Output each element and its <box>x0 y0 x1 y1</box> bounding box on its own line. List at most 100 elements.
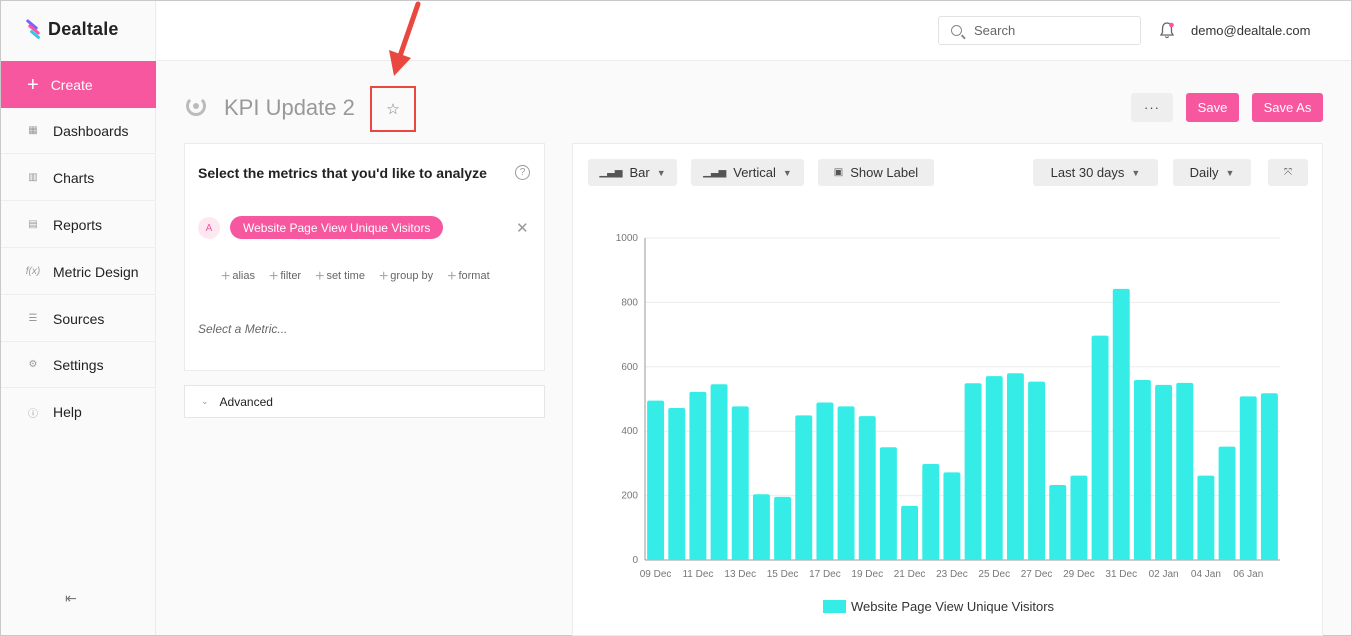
top-bar: demo@dealtale.com <box>157 1 1351 61</box>
x-tick-label: 13 Dec <box>724 569 756 580</box>
sidebar-item-settings[interactable]: ⚙ Settings <box>1 342 156 388</box>
document-icon: ▤ <box>28 219 38 230</box>
chart-bar <box>795 415 813 560</box>
unlink-button[interactable]: ⤧ <box>1268 159 1308 186</box>
y-tick-label: 800 <box>621 297 638 308</box>
sidebar: Dealtale + Create ▦ Dashboards ▥ Charts … <box>1 1 156 635</box>
plus-icon: + <box>268 268 279 285</box>
advanced-section[interactable]: ⌄ Advanced <box>184 385 545 418</box>
chart-bar <box>1133 380 1151 560</box>
chart-bar <box>943 472 961 560</box>
chevron-down-icon: ▼ <box>1225 167 1235 178</box>
x-tick-label: 17 Dec <box>809 569 841 580</box>
sidebar-item-reports[interactable]: ▤ Reports <box>1 202 156 248</box>
save-as-button[interactable]: Save As <box>1252 93 1323 122</box>
x-tick-label: 25 Dec <box>978 569 1010 580</box>
plus-icon: + <box>447 268 457 285</box>
chevron-down-icon: ▼ <box>656 167 666 178</box>
sidebar-item-charts[interactable]: ▥ Charts <box>1 155 156 201</box>
sidebar-item-label: Help <box>53 404 82 420</box>
metric-actions: + alias + filter + set time + group by + form… <box>221 268 490 286</box>
app-logo[interactable]: Dealtale <box>25 18 119 40</box>
dealtale-logo-icon <box>25 18 43 40</box>
advanced-label: Advanced <box>219 394 273 409</box>
orientation-dropdown[interactable]: ▁▃▅ Vertical ▼ <box>691 159 804 186</box>
favorite-star-highlight[interactable]: ☆ <box>370 86 416 132</box>
date-range-label: Last 30 days <box>1050 165 1125 180</box>
x-tick-label: 02 Jan <box>1149 569 1179 580</box>
show-label-toggle[interactable]: ▣ Show Label <box>818 159 934 186</box>
sidebar-item-sources[interactable]: ☰ Sources <box>1 296 156 342</box>
chart-bar <box>922 464 940 560</box>
chart-bar <box>816 402 834 560</box>
question-icon: ⓘ <box>28 408 38 420</box>
chart-type-dropdown[interactable]: ▁▃▅ Bar ▼ <box>588 159 677 186</box>
x-tick-label: 11 Dec <box>682 569 713 580</box>
alias-action[interactable]: + alias <box>221 268 255 285</box>
chart-bar <box>710 384 728 560</box>
remove-metric-icon[interactable]: ✕ <box>516 220 529 237</box>
x-tick-label: 23 Dec <box>936 569 968 580</box>
help-icon[interactable]: ? <box>515 165 530 180</box>
more-options-button[interactable]: ··· <box>1131 93 1173 122</box>
y-tick-label: 400 <box>621 426 638 437</box>
chart-bar <box>1091 335 1109 560</box>
star-icon[interactable]: ☆ <box>386 101 400 118</box>
chart-bar <box>1239 396 1257 560</box>
page-title[interactable]: KPI Update 2 <box>224 95 355 120</box>
y-tick-label: 200 <box>621 491 638 502</box>
unlink-icon: ⤧ <box>1284 167 1292 178</box>
chart-bar <box>689 391 707 560</box>
chart-bar <box>647 400 665 560</box>
chart-bar <box>731 406 749 560</box>
filter-action[interactable]: + filter <box>268 268 302 285</box>
group-by-action[interactable]: + group by <box>378 268 434 285</box>
chart-bar <box>837 406 855 560</box>
y-tick-label: 600 <box>621 362 638 373</box>
format-action[interactable]: + format <box>447 268 490 285</box>
chart-bar <box>1155 384 1173 560</box>
sidebar-item-metric-design[interactable]: f(x) Metric Design <box>1 249 156 295</box>
sidebar-item-label: Sources <box>53 310 105 327</box>
chart-bar <box>1197 475 1215 560</box>
chevron-down-icon: ▼ <box>782 167 792 178</box>
chart-bar <box>774 496 792 560</box>
chart-bar <box>985 376 1003 560</box>
sidebar-item-dashboards[interactable]: ▦ Dashboards <box>1 108 156 154</box>
notification-bell-icon[interactable] <box>1160 22 1174 39</box>
grid-icon: ▦ <box>28 125 38 136</box>
sidebar-item-label: Metric Design <box>53 263 139 280</box>
collapse-sidebar-icon[interactable]: ⇤ <box>65 590 77 606</box>
sidebar-item-label: Charts <box>53 169 95 186</box>
gear-icon: ⚙ <box>28 359 38 370</box>
plus-icon: + <box>315 268 325 285</box>
search-input[interactable] <box>974 23 1124 38</box>
chart-legend[interactable]: Website Page View Unique Visitors <box>823 599 1054 614</box>
x-tick-label: 15 Dec <box>767 569 799 580</box>
save-button[interactable]: Save <box>1186 93 1239 122</box>
create-button[interactable]: + Create <box>1 61 156 108</box>
orientation-label: Vertical <box>733 165 776 180</box>
granularity-dropdown[interactable]: Daily ▼ <box>1173 159 1251 186</box>
chevron-down-icon: ▼ <box>1131 167 1141 178</box>
chart-panel: ▁▃▅ Bar ▼ ▁▃▅ Vertical ▼ ▣ Show Label La… <box>572 143 1323 636</box>
select-metric-input[interactable]: Select a Metric... <box>198 322 288 336</box>
selected-metric-pill[interactable]: Website Page View Unique Visitors <box>230 216 444 239</box>
chart-bar <box>1049 484 1067 560</box>
x-tick-label: 04 Jan <box>1191 569 1221 580</box>
app-name: Dealtale <box>48 19 119 39</box>
sidebar-item-label: Settings <box>53 356 104 373</box>
function-icon: f(x) <box>25 266 41 277</box>
set-time-action[interactable]: + set time <box>315 268 365 285</box>
date-range-dropdown[interactable]: Last 30 days ▼ <box>1033 159 1158 186</box>
plus-icon: + <box>221 268 231 285</box>
search-box[interactable] <box>938 16 1141 45</box>
kpi-target-icon <box>186 96 206 116</box>
x-tick-label: 06 Jan <box>1233 569 1263 580</box>
metrics-heading: Select the metrics that you'd like to an… <box>198 165 487 181</box>
sidebar-item-help[interactable]: ⓘ Help <box>1 389 156 435</box>
x-tick-label: 19 Dec <box>851 569 883 580</box>
database-icon: ☰ <box>28 313 38 324</box>
x-tick-label: 29 Dec <box>1063 569 1095 580</box>
user-email[interactable]: demo@dealtale.com <box>1191 23 1311 38</box>
